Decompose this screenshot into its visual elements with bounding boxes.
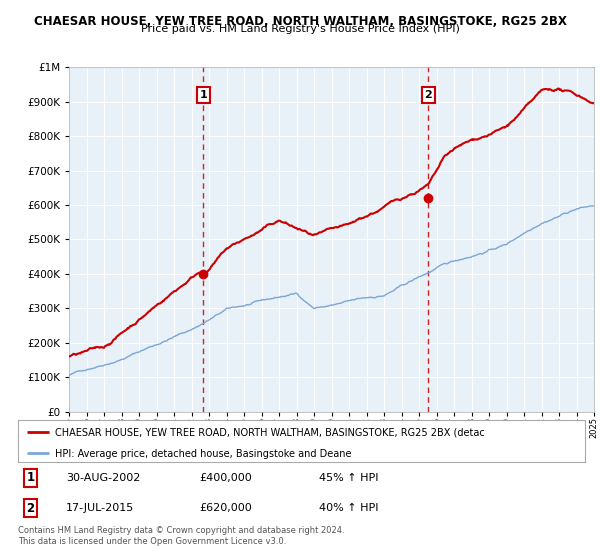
Text: 30-AUG-2002: 30-AUG-2002	[66, 473, 140, 483]
Text: 2: 2	[425, 90, 433, 100]
Text: HPI: Average price, detached house, Basingstoke and Deane: HPI: Average price, detached house, Basi…	[55, 449, 352, 459]
Text: Price paid vs. HM Land Registry's House Price Index (HPI): Price paid vs. HM Land Registry's House …	[140, 24, 460, 34]
Text: CHAESAR HOUSE, YEW TREE ROAD, NORTH WALTHAM, BASINGSTOKE, RG25 2BX (detac: CHAESAR HOUSE, YEW TREE ROAD, NORTH WALT…	[55, 428, 485, 437]
Text: 17-JUL-2015: 17-JUL-2015	[66, 503, 134, 514]
Text: 1: 1	[26, 471, 35, 484]
Text: 45% ↑ HPI: 45% ↑ HPI	[319, 473, 378, 483]
Text: 1: 1	[199, 90, 207, 100]
Text: £620,000: £620,000	[199, 503, 252, 514]
Text: CHAESAR HOUSE, YEW TREE ROAD, NORTH WALTHAM, BASINGSTOKE, RG25 2BX: CHAESAR HOUSE, YEW TREE ROAD, NORTH WALT…	[34, 15, 566, 27]
Text: £400,000: £400,000	[199, 473, 252, 483]
Text: 40% ↑ HPI: 40% ↑ HPI	[319, 503, 378, 514]
Text: Contains HM Land Registry data © Crown copyright and database right 2024.
This d: Contains HM Land Registry data © Crown c…	[18, 526, 344, 546]
Text: 2: 2	[26, 502, 35, 515]
